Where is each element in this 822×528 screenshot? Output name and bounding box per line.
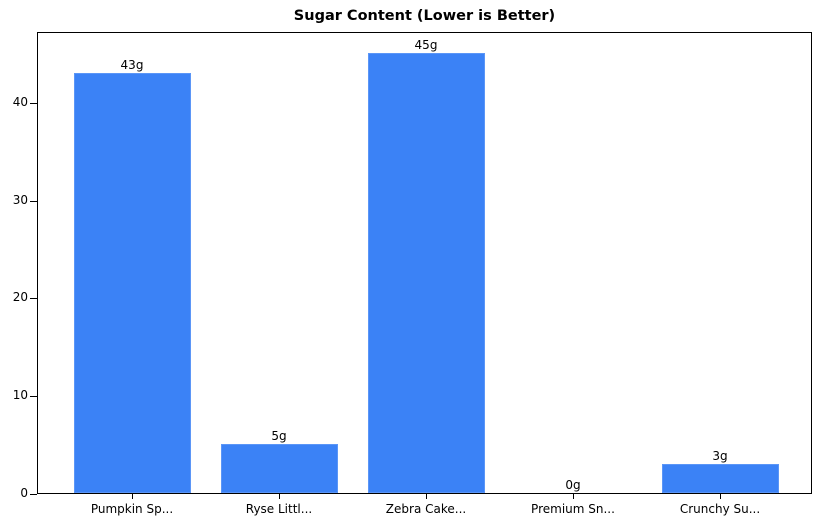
x-tick (720, 494, 721, 499)
y-tick (30, 201, 37, 202)
y-tick (30, 494, 37, 495)
bar (367, 53, 485, 493)
x-tick-label: Pumpkin Sp... (90, 502, 174, 516)
x-tick (573, 494, 574, 499)
bar-value-label: 3g (712, 448, 728, 463)
x-tick (132, 494, 133, 499)
y-tick-label: 40 (12, 95, 28, 109)
bar (220, 444, 338, 493)
y-tick (30, 396, 37, 397)
y-tick-label: 20 (12, 290, 28, 304)
y-tick-label: 30 (12, 193, 28, 207)
bar-value-label: 45g (414, 38, 438, 52)
y-tick-label: 10 (12, 388, 28, 402)
x-tick-label: Crunchy Su... (679, 502, 761, 516)
bar (73, 72, 191, 493)
bar-value-label: 0g (565, 478, 581, 492)
y-tick (30, 298, 37, 299)
bar-value-label: 5g (271, 429, 287, 444)
y-tick (30, 103, 37, 104)
bar-value-label: 43g (120, 57, 144, 72)
x-tick-label: Ryse Littl... (245, 502, 313, 516)
x-tick (279, 494, 280, 499)
bar (661, 463, 779, 493)
x-tick-label: Premium Sn... (531, 502, 615, 516)
chart-title: Sugar Content (Lower is Better) (293, 8, 556, 24)
x-tick (426, 494, 427, 499)
x-tick-label: Zebra Cake... (385, 502, 467, 516)
plot-area (37, 32, 812, 494)
y-tick-label: 0 (20, 486, 28, 500)
